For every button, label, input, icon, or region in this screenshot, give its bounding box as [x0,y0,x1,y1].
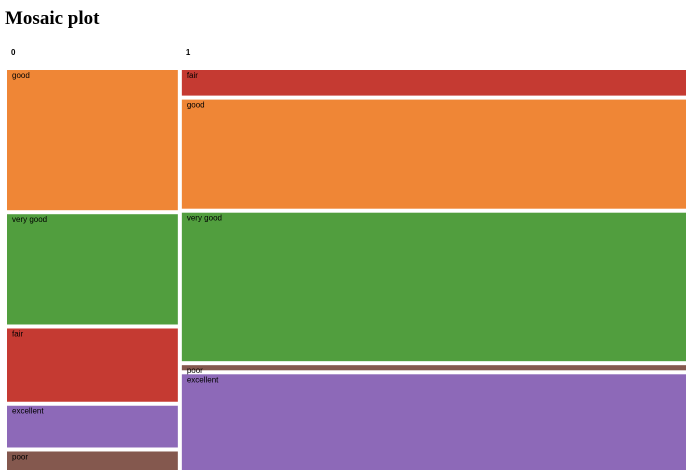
tile-1-very-good [181,212,686,362]
tile-1-good [181,99,686,209]
tile-label-0-fair: fair [12,329,23,338]
tile-1-fair [181,70,686,96]
tile-0-good [7,70,178,211]
tile-label-1-fair: fair [187,71,198,80]
tile-0-excellent [7,405,178,448]
column-label-0: 0 [11,48,16,57]
column-label-1: 1 [186,48,191,57]
tile-label-0-excellent: excellent [12,407,44,416]
tile-label-0-good: good [12,71,30,80]
chart-title: Mosaic plot [5,8,100,29]
tile-label-1-very-good: very good [187,214,222,223]
tile-label-0-poor: poor [12,452,28,461]
tile-1-poor [181,365,686,371]
tile-label-0-very-good: very good [12,215,47,224]
tile-0-very-good [7,214,178,325]
tile-label-1-excellent: excellent [187,375,219,384]
tile-0-poor [7,451,178,470]
tile-0-fair [7,328,178,402]
tile-label-1-poor: poor [187,366,203,375]
tile-1-excellent [181,374,686,470]
tile-label-1-good: good [187,101,205,110]
